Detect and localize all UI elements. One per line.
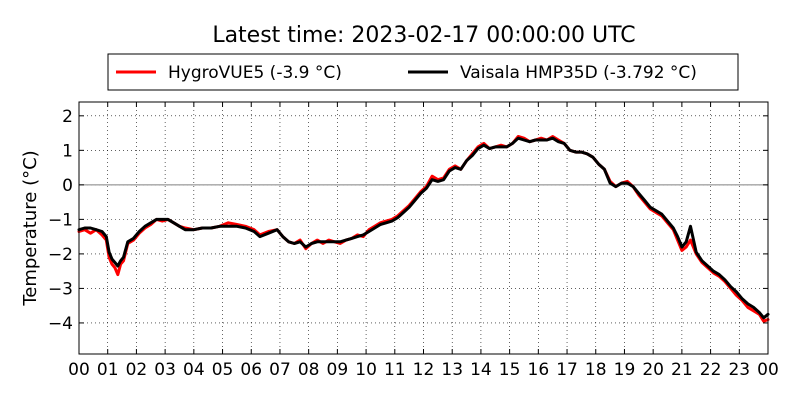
y-tick-labels: 2 1 0 −1 −2 −3 −4	[48, 107, 73, 334]
y-tick-label: 0	[62, 176, 73, 196]
legend: HygroVUE5 (-3.9 °C) Vaisala HMP35D (-3.7…	[107, 53, 739, 91]
x-tick-label: 12	[413, 360, 435, 380]
y-axis-label: Temperature (°C)	[20, 150, 41, 306]
y-tick-label: −1	[48, 210, 73, 230]
axis-ticks	[78, 102, 769, 354]
y-tick-label: −2	[48, 245, 73, 265]
x-tick-label: 03	[154, 360, 176, 380]
x-tick-label: 09	[327, 360, 349, 380]
legend-label-vaisala: Vaisala HMP35D (-3.792 °C)	[460, 63, 697, 83]
y-tick-label: 2	[62, 107, 73, 127]
x-tick-label: 05	[212, 360, 234, 380]
x-tick-label: 02	[126, 360, 148, 380]
x-tick-label: 11	[384, 360, 406, 380]
x-tick-label: 19	[614, 360, 636, 380]
series-line-vaisala-hmp35d	[77, 136, 770, 320]
x-tick-label: 13	[441, 360, 463, 380]
x-tick-label: 22	[700, 360, 722, 380]
x-tick-label: 18	[585, 360, 607, 380]
x-tick-label: 00	[68, 360, 90, 380]
x-tick-label: 15	[499, 360, 521, 380]
x-tick-label: 17	[556, 360, 578, 380]
x-tick-label: 23	[728, 360, 750, 380]
x-tick-label: 04	[183, 360, 205, 380]
x-tick-label: 08	[298, 360, 320, 380]
y-tick-label: 1	[62, 141, 73, 161]
x-tick-label: 01	[97, 360, 119, 380]
x-tick-label: 00	[757, 360, 779, 380]
x-tick-label: 16	[528, 360, 550, 380]
x-tick-label: 10	[355, 360, 377, 380]
chart-title: Latest time: 2023-02-17 00:00:00 UTC	[212, 23, 635, 48]
series-lines	[77, 135, 770, 323]
x-tick-label: 20	[642, 360, 664, 380]
x-tick-labels: 00 01 02 03 04 05 06 07 08 09 10 11 12 13 14 15 16 17 18 19…	[68, 360, 779, 380]
x-tick-label: 14	[470, 360, 492, 380]
x-tick-label: 06	[240, 360, 262, 380]
x-tick-label: 07	[269, 360, 291, 380]
y-tick-label: −3	[48, 279, 73, 299]
y-tick-label: −4	[48, 314, 73, 334]
x-tick-label: 21	[671, 360, 693, 380]
legend-label-hygrovue5: HygroVUE5 (-3.9 °C)	[168, 63, 342, 83]
